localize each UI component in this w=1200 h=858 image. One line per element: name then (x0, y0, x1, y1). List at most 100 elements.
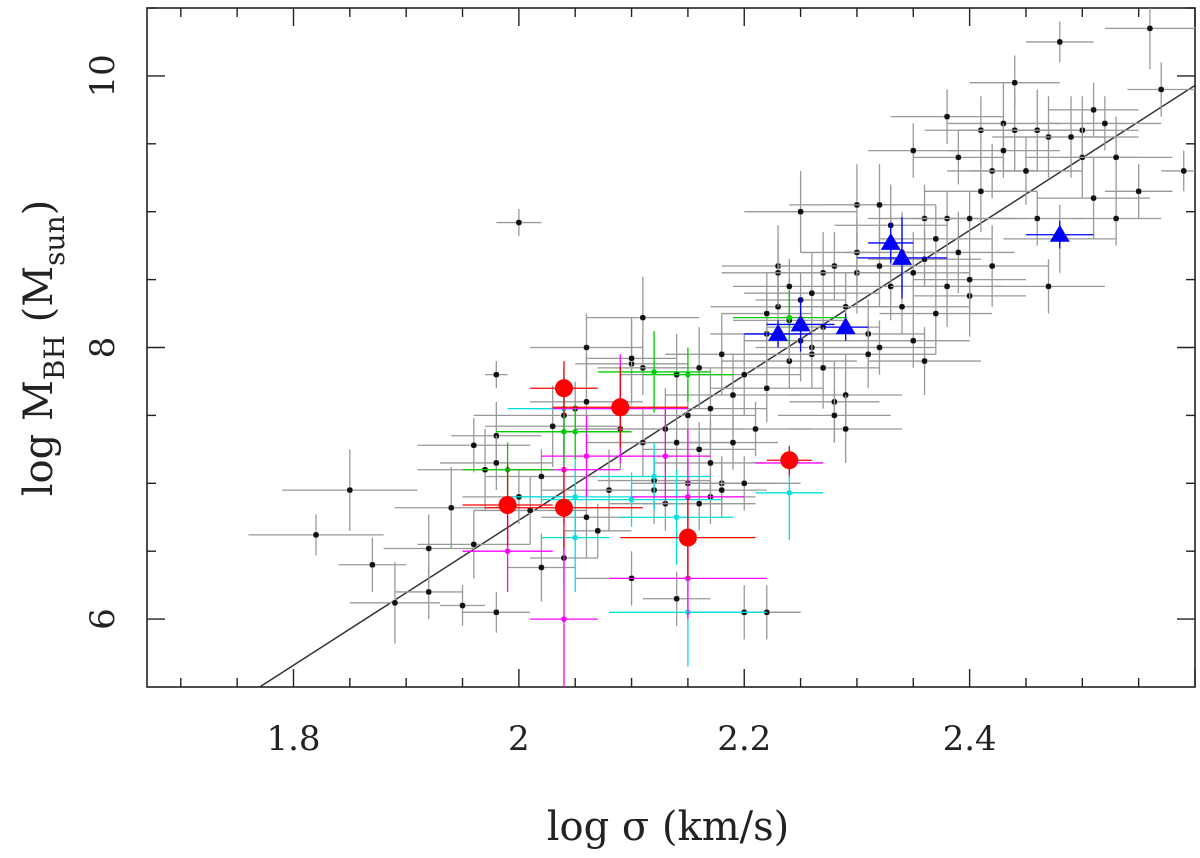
data-point (744, 170, 857, 253)
point-marker (537, 473, 545, 481)
point-marker (572, 534, 579, 541)
point-marker (504, 548, 511, 554)
data-point (349, 562, 440, 644)
point-marker (875, 201, 883, 209)
data-point (1025, 221, 1094, 249)
point-marker (768, 323, 789, 341)
point-marker (628, 354, 636, 362)
data-point (518, 404, 632, 459)
data-point (856, 217, 948, 299)
data-point (439, 435, 553, 491)
data-point (586, 317, 677, 400)
point-marker (1049, 224, 1070, 242)
y-axis-title: log MBH (Msun) (16, 200, 71, 496)
point-marker (786, 314, 793, 321)
data-point (879, 204, 993, 273)
data-point (868, 327, 981, 396)
point-marker (498, 496, 517, 515)
point-marker (1022, 167, 1030, 175)
point-marker (346, 486, 354, 494)
point-marker (898, 303, 906, 311)
point-marker (651, 369, 657, 375)
point-marker (673, 514, 680, 521)
point-marker (368, 561, 376, 569)
x-tick-label: 2.2 (717, 719, 771, 759)
plot-area (248, 8, 1195, 687)
point-marker (695, 500, 703, 508)
y-tick-label: 6 (83, 608, 123, 630)
point-marker (740, 479, 748, 487)
point-marker (808, 289, 816, 297)
point-marker (797, 208, 805, 216)
data-point (597, 442, 711, 511)
point-marker (740, 371, 748, 379)
data-point (969, 137, 1083, 205)
point-marker (729, 391, 737, 399)
point-marker (819, 364, 827, 372)
point-marker (582, 513, 590, 521)
data-point (868, 123, 959, 178)
point-marker (492, 608, 500, 616)
data-point (631, 327, 767, 409)
data-point (969, 55, 1060, 110)
data-point (1048, 82, 1139, 138)
point-marker (1101, 119, 1109, 127)
point-marker (729, 439, 737, 447)
point-marker (954, 248, 962, 256)
point-marker (875, 343, 883, 351)
data-point (462, 591, 531, 633)
data-point (710, 354, 824, 423)
data-point (823, 313, 869, 341)
fit-line (259, 84, 1195, 687)
data-point (485, 467, 643, 549)
point-marker (892, 247, 913, 265)
point-marker (673, 439, 681, 447)
series-magenta-sample (462, 354, 824, 687)
point-marker (921, 255, 929, 263)
point-marker (921, 357, 929, 365)
point-marker (554, 379, 573, 398)
point-marker (1045, 282, 1053, 290)
data-point (800, 320, 936, 389)
point-marker (1067, 133, 1075, 141)
data-point (642, 347, 733, 402)
data-point (1025, 21, 1094, 63)
point-marker (1112, 153, 1120, 161)
point-marker (695, 445, 703, 453)
point-marker (515, 219, 523, 227)
data-point (687, 415, 779, 470)
data-point (552, 366, 688, 448)
data-point (778, 388, 891, 443)
point-marker (582, 343, 590, 351)
point-marker (492, 459, 500, 467)
data-point (1104, 164, 1173, 219)
point-marker (706, 405, 714, 413)
data-point (856, 313, 970, 368)
point-marker (695, 364, 703, 372)
point-marker (582, 398, 590, 406)
point-marker (909, 337, 917, 345)
data-point (823, 320, 936, 375)
data-point (620, 408, 711, 504)
point-marker (611, 398, 630, 417)
point-marker (583, 453, 590, 459)
data-point (541, 415, 632, 497)
data-point (620, 496, 756, 579)
y-axis-title-suffix: ) (16, 200, 62, 216)
point-marker (537, 563, 545, 571)
point-marker (718, 350, 726, 358)
point-marker (1112, 214, 1120, 222)
point-marker (999, 147, 1007, 155)
y-tick-label: 10 (83, 54, 123, 97)
point-marker (1135, 187, 1143, 195)
data-point (879, 272, 993, 355)
point-marker (954, 153, 962, 161)
data-point (563, 503, 632, 558)
point-marker (880, 232, 901, 250)
point-marker (391, 599, 399, 607)
data-point (485, 361, 508, 389)
data-point (530, 361, 598, 416)
series-comparison-sample (248, 8, 1195, 644)
data-point (890, 245, 1004, 328)
x-tick-label: 2 (508, 719, 530, 759)
